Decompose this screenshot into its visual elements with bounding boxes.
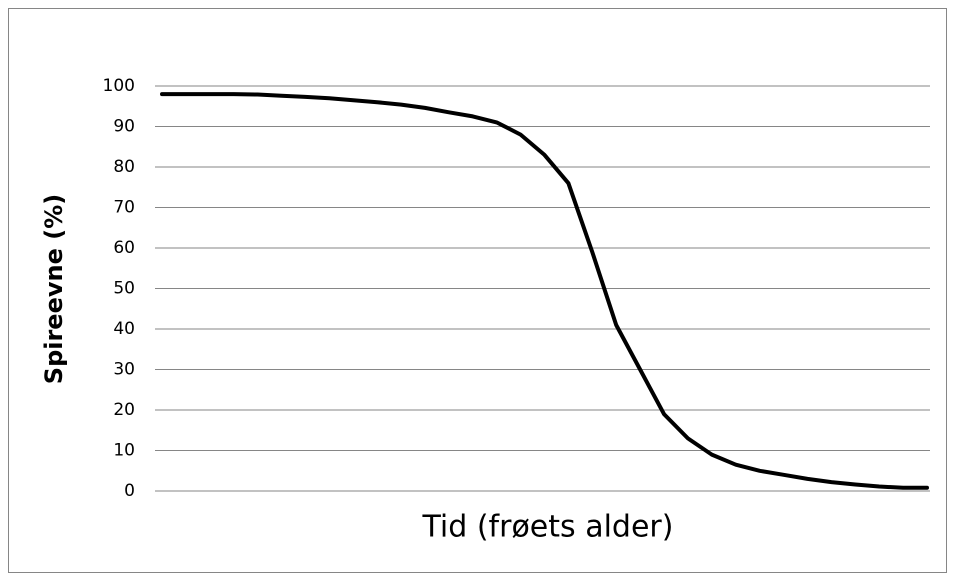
- x-axis-title: Tid (frøets alder): [422, 510, 674, 545]
- line: [160, 92, 929, 490]
- y-tick-label: 0: [124, 481, 135, 501]
- y-axis-title: Spireevne (%): [40, 194, 68, 384]
- y-tick-label: 100: [103, 76, 135, 96]
- y-tick-label: 80: [113, 157, 135, 177]
- y-tick-label: 70: [113, 198, 135, 218]
- y-tick-label: 40: [113, 319, 135, 339]
- y-tick-label: 50: [113, 279, 135, 299]
- y-tick-label: 90: [113, 117, 135, 137]
- y-tick-label: 60: [113, 238, 135, 258]
- y-tick-label: 30: [113, 360, 135, 380]
- chart-frame: [8, 8, 947, 573]
- y-tick-label: 20: [113, 400, 135, 420]
- y-tick-label: 10: [113, 441, 135, 461]
